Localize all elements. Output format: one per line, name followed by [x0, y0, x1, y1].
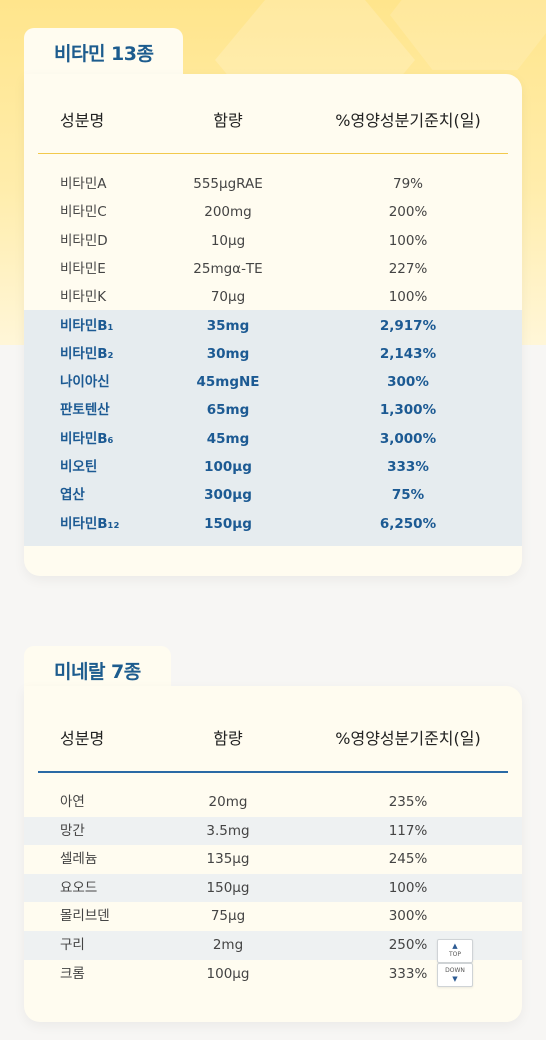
table-row: 나이아신 45mgNE 300% — [24, 368, 522, 396]
cell-rda: 235% — [388, 794, 428, 810]
cell-rda: 117% — [388, 822, 428, 839]
cell-rda: 300% — [387, 374, 429, 391]
table-row: 망간 3.5mg 117% — [24, 816, 522, 846]
cell-amount: 300μg — [204, 487, 252, 504]
cell-amount: 10μg — [210, 232, 246, 249]
table-row: 셀레늄 135μg 245% — [24, 845, 522, 874]
cell-name: 크롬 — [60, 965, 85, 982]
highlight-band — [24, 310, 522, 546]
header-amount: 함량 — [213, 729, 243, 748]
cell-rda: 300% — [388, 908, 428, 925]
scroll-down-button[interactable]: DOWN ▼ — [437, 963, 473, 987]
cell-rda: 100% — [388, 289, 428, 306]
vitamins-section: 비타민 13종 성분명 함량 %영양성분기준치(일) 비타민A 555μgRAE 7… — [24, 28, 522, 578]
table-row: 비타민B₂ 30mg 2,143% — [24, 340, 522, 368]
cell-name: 비타민D — [60, 232, 108, 249]
cell-name: 비오틴 — [60, 459, 98, 475]
table-row: 비타민A 555μgRAE 79% — [24, 170, 522, 198]
table-row: 비타민B₆ 45mg 3,000% — [24, 425, 522, 453]
cell-name: 구리 — [60, 937, 85, 953]
vitamins-table-header: 성분명 함량 %영양성분기준치(일) — [38, 80, 508, 162]
cell-rda: 227% — [388, 260, 428, 277]
cell-rda: 200% — [388, 204, 428, 221]
table-row: 비타민B₁ 35mg 2,917% — [24, 312, 522, 340]
table-row: 엽산 300μg 75% — [24, 481, 522, 509]
header-divider — [38, 771, 508, 773]
cell-amount: 20mg — [208, 794, 248, 810]
cell-amount: 200mg — [204, 204, 252, 221]
table-row: 비오틴 100μg 333% — [24, 453, 522, 481]
arrow-down-icon: ▼ — [452, 975, 458, 983]
vitamins-title: 비타민 13종 — [24, 28, 184, 80]
cell-name: 엽산 — [60, 487, 85, 504]
cell-amount: 45mg — [206, 430, 250, 447]
header-amount: 함량 — [213, 111, 243, 130]
cell-amount: 150μg — [206, 879, 250, 896]
cell-rda: 6,250% — [379, 515, 437, 532]
cell-name: 나이아신 — [60, 374, 110, 391]
minerals-section: 미네랄 7종 성분명 함량 %영양성분기준치(일) 아연 20mg 235% 망간 3.… — [24, 646, 522, 1026]
table-row: 판토텐산 65mg 1,300% — [24, 396, 522, 424]
cell-rda: 333% — [388, 965, 428, 982]
cell-amount: 30mg — [206, 345, 250, 362]
cell-name: 비타민B₁ — [60, 317, 114, 334]
minerals-table-header: 성분명 함량 %영양성분기준치(일) — [38, 698, 508, 780]
scroll-top-button[interactable]: ▲ TOP — [437, 939, 473, 963]
cell-name: 망간 — [60, 822, 85, 839]
cell-rda: 2,143% — [379, 345, 437, 362]
header-divider — [38, 153, 508, 154]
vitamins-card: 성분명 함량 %영양성분기준치(일) 비타민A 555μgRAE 79% 비타민C 20… — [24, 74, 522, 576]
table-row: 비타민K 70μg 100% — [24, 283, 522, 311]
table-row: 몰리브덴 75μg 300% — [24, 902, 522, 931]
cell-amount: 65mg — [206, 402, 250, 419]
cell-rda: 250% — [388, 937, 428, 953]
cell-rda: 75% — [391, 487, 425, 504]
cell-rda: 100% — [388, 879, 428, 896]
cell-amount: 70μg — [210, 289, 246, 306]
cell-amount: 3.5mg — [206, 822, 250, 839]
cell-name: 비타민K — [60, 289, 107, 306]
table-row: 크롬 100μg 333% — [24, 960, 522, 989]
cell-amount: 135μg — [206, 851, 250, 868]
cell-rda: 79% — [392, 176, 423, 192]
cell-name: 비타민E — [60, 260, 106, 277]
header-name: 성분명 — [60, 111, 105, 130]
cell-rda: 3,000% — [379, 430, 437, 447]
cell-name: 셀레늄 — [60, 851, 98, 868]
cell-name: 비타민B₁₂ — [60, 515, 120, 532]
cell-name: 몰리브덴 — [60, 908, 110, 925]
arrow-up-icon: ▲ — [452, 942, 458, 950]
table-row: 비타민C 200mg 200% — [24, 198, 522, 226]
cell-rda: 245% — [388, 851, 428, 868]
cell-amount: 35mg — [206, 317, 250, 334]
cell-name: 아연 — [60, 794, 85, 810]
cell-name: 요오드 — [60, 879, 98, 896]
table-row: 아연 20mg 235% — [24, 788, 522, 817]
cell-name: 비타민A — [60, 176, 107, 192]
cell-rda: 333% — [387, 459, 429, 475]
table-row: 비타민B₁₂ 150μg 6,250% — [24, 510, 522, 538]
cell-amount: 100μg — [206, 965, 250, 982]
cell-rda: 100% — [388, 232, 428, 249]
cell-amount: 45mgNE — [196, 374, 260, 391]
cell-name: 비타민B₂ — [60, 345, 114, 362]
header-rda: %영양성분기준치(일) — [335, 729, 481, 748]
cell-rda: 2,917% — [379, 317, 437, 334]
table-row: 요오드 150μg 100% — [24, 873, 522, 903]
header-rda: %영양성분기준치(일) — [335, 111, 481, 130]
header-name: 성분명 — [60, 729, 105, 748]
cell-amount: 75μg — [210, 908, 246, 925]
cell-name: 판토텐산 — [60, 402, 110, 419]
cell-rda: 1,300% — [379, 402, 437, 419]
cell-name: 비타민B₆ — [60, 430, 114, 447]
minerals-card: 성분명 함량 %영양성분기준치(일) 아연 20mg 235% 망간 3.5mg 117%… — [24, 686, 522, 1022]
cell-amount: 2mg — [212, 937, 244, 953]
table-row: 비타민E 25mgα-TE 227% — [24, 255, 522, 283]
cell-name: 비타민C — [60, 204, 107, 221]
cell-amount: 555μgRAE — [193, 176, 263, 192]
cell-amount: 100μg — [204, 459, 252, 475]
cell-amount: 25mgα-TE — [193, 260, 263, 277]
cell-amount: 150μg — [204, 515, 252, 532]
table-row: 비타민D 10μg 100% — [24, 227, 522, 255]
